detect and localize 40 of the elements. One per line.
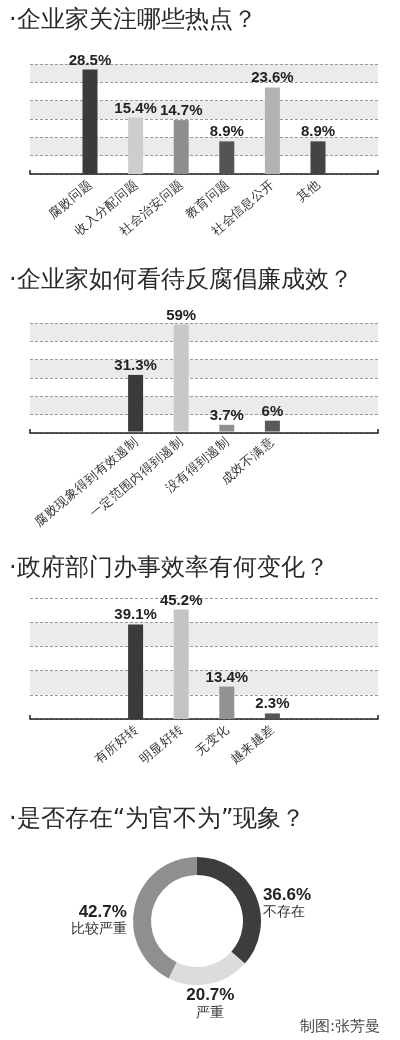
bar bbox=[128, 117, 144, 174]
data-label: 20.7% bbox=[186, 985, 235, 1005]
data-label: 6% bbox=[261, 401, 284, 419]
bar bbox=[128, 624, 144, 719]
data-label: 28.5% bbox=[68, 50, 112, 68]
bar bbox=[173, 324, 189, 432]
data-label: 23.6% bbox=[251, 68, 294, 86]
chart-title: ·政府部门办事效率有何变化？ bbox=[9, 553, 329, 581]
bar bbox=[264, 420, 280, 432]
data-label: 31.3% bbox=[114, 355, 157, 373]
slice-label: 不存在 bbox=[262, 903, 305, 920]
x-tick-label: 明显好转 bbox=[136, 721, 187, 767]
data-label: 8.9% bbox=[209, 122, 244, 140]
slice-label: 比较严重 bbox=[70, 920, 127, 937]
bar bbox=[82, 69, 98, 174]
bar bbox=[219, 424, 235, 432]
data-label: 45.2% bbox=[159, 590, 203, 608]
x-tick-label: 其他 bbox=[293, 176, 323, 205]
bar bbox=[219, 141, 235, 174]
bar bbox=[310, 141, 326, 174]
chart-title: ·企业家关注哪些热点？ bbox=[9, 5, 257, 33]
slice-label: 严重 bbox=[196, 1003, 225, 1020]
data-label: 15.4% bbox=[114, 98, 157, 116]
data-label: 39.1% bbox=[114, 605, 157, 623]
data-label: 13.4% bbox=[205, 667, 249, 685]
data-label: 2.3% bbox=[255, 694, 290, 712]
x-tick-label: 无变化 bbox=[192, 721, 232, 758]
bar bbox=[264, 87, 280, 174]
bar bbox=[128, 374, 144, 432]
chart-title: ·是否存在“为官不为”现象？ bbox=[9, 804, 306, 832]
data-label: 59% bbox=[166, 305, 197, 323]
data-label: 3.7% bbox=[209, 405, 244, 423]
chart-title: ·企业家如何看待反腐倡廉成效？ bbox=[9, 265, 353, 293]
text: 制图:张芳曼 bbox=[299, 1016, 381, 1035]
bar bbox=[264, 713, 280, 719]
bar bbox=[173, 609, 189, 719]
data-label: 36.6% bbox=[262, 884, 312, 904]
data-label: 14.7% bbox=[159, 101, 203, 119]
data-label: 42.7% bbox=[78, 901, 127, 921]
data-label: 8.9% bbox=[300, 122, 336, 140]
